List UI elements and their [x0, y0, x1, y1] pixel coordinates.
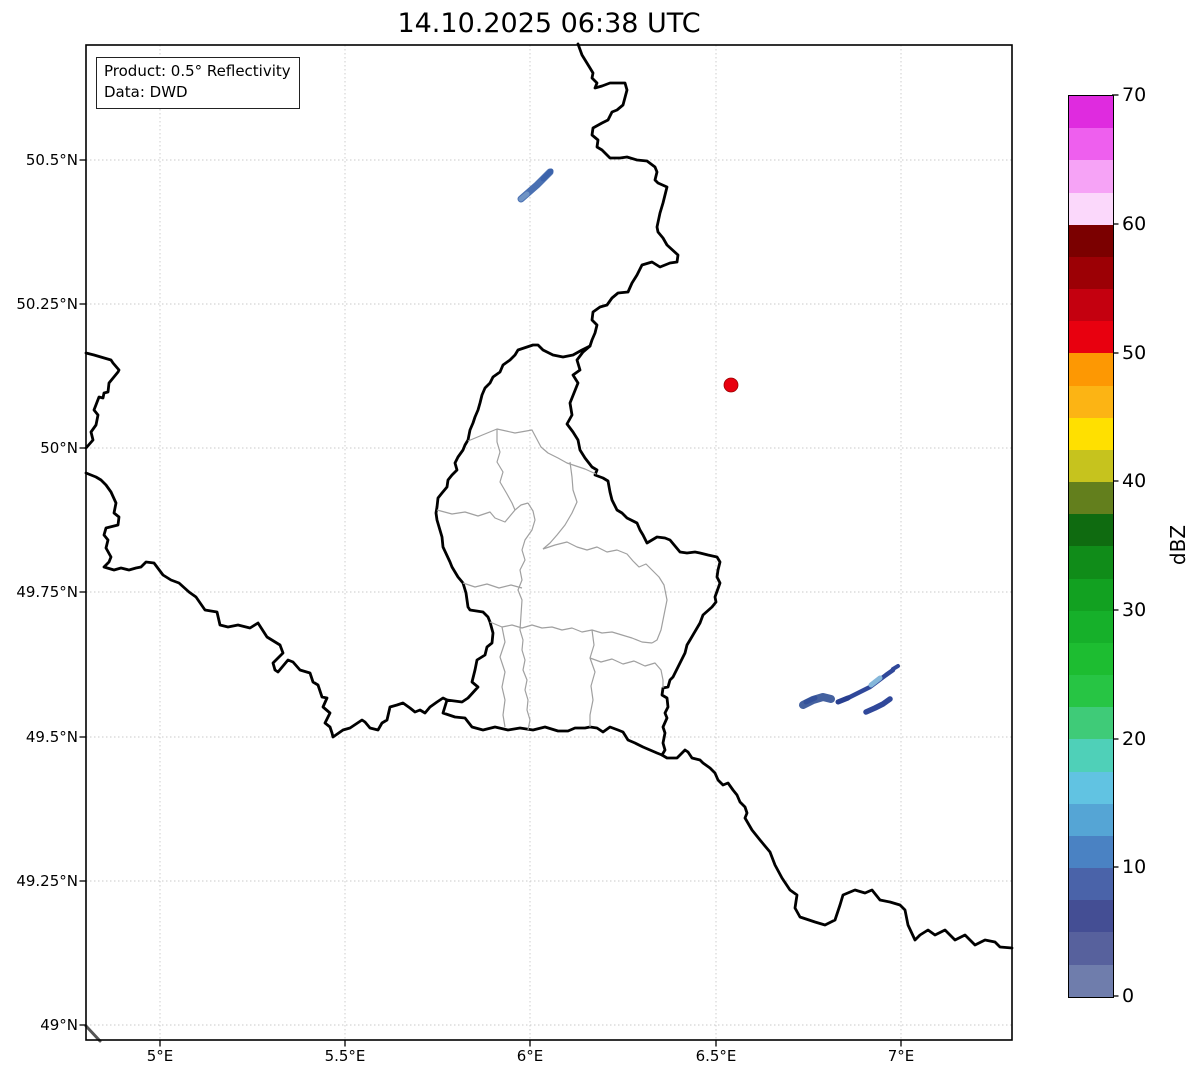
- colorbar-segment: [1069, 642, 1113, 676]
- plot-frame: [85, 44, 1013, 1041]
- colorbar-segment: [1069, 449, 1113, 483]
- colorbar-segment: [1069, 289, 1113, 322]
- colorbar-segment: [1069, 578, 1113, 611]
- france-belgium-border: [84, 471, 449, 739]
- colorbar-segment: [1069, 739, 1113, 772]
- canton-border: [436, 502, 529, 523]
- radar-echo: [835, 695, 851, 705]
- plot-frame-rect: [85, 44, 1013, 1041]
- colorbar-segment: [1069, 610, 1113, 643]
- radar-echoes: [517, 168, 900, 715]
- belgium-germany-border: [576, 42, 680, 348]
- radar-echo: [863, 696, 893, 715]
- colorbar-segment: [1069, 675, 1113, 708]
- canton-border: [542, 541, 668, 644]
- axis-tick-marks: [79, 159, 902, 1047]
- canton-border: [462, 582, 523, 589]
- radar-site-marker: [723, 377, 739, 393]
- colorbar-segment: [1069, 835, 1113, 869]
- luxembourg-border: [434, 343, 722, 757]
- colorbar-segment: [1069, 900, 1113, 933]
- product-info-line1: Product: 0.5° Reflectivity: [104, 62, 291, 80]
- colorbar-tick-label: 50: [1122, 342, 1147, 364]
- colorbar-unit-label: dBZ: [1166, 524, 1190, 566]
- lat-tick-label: 49.75°N: [16, 583, 78, 601]
- gridlines: [86, 45, 1012, 1040]
- lon-tick-label: 6°E: [516, 1047, 544, 1065]
- canton-border: [496, 429, 516, 511]
- colorbar-segment: [1069, 353, 1113, 386]
- colorbar-segment: [1069, 771, 1113, 804]
- colorbar-tick-label: 20: [1122, 728, 1147, 750]
- lon-tick-label: 7°E: [887, 1047, 915, 1065]
- lat-tick-label: 49.5°N: [25, 728, 78, 746]
- colorbar-segment: [1069, 385, 1113, 418]
- colorbar-segment: [1069, 96, 1113, 129]
- lat-tick-label: 50.25°N: [16, 295, 78, 313]
- radar-echo: [540, 168, 554, 182]
- canton-border: [467, 428, 597, 475]
- colorbar-tick-label: 40: [1122, 470, 1147, 492]
- radar-echo: [803, 695, 818, 705]
- colorbar-segment: [1069, 482, 1113, 515]
- colorbar-segment: [1069, 321, 1113, 354]
- radar-site-dot: [723, 377, 739, 393]
- lat-tick-label: 50°N: [40, 439, 78, 457]
- canton-border: [542, 461, 578, 550]
- colorbar-tick-label: 60: [1122, 213, 1147, 235]
- colorbar-segment: [1069, 256, 1113, 290]
- colorbar-segment: [1069, 932, 1113, 965]
- colorbar-segment: [1069, 546, 1113, 579]
- lat-tick-label: 49.25°N: [16, 872, 78, 890]
- canton-border: [517, 502, 536, 731]
- colorbar-tick-label: 30: [1122, 599, 1147, 621]
- colorbar-tick-label: 10: [1122, 856, 1147, 878]
- bottom-left-border-fragment: [84, 1024, 102, 1043]
- colorbar-segment: [1069, 964, 1113, 997]
- lat-tick-label: 50.5°N: [25, 151, 78, 169]
- colorbar-segment: [1069, 707, 1113, 740]
- colorbar-segment: [1069, 514, 1113, 547]
- canton-border: [589, 629, 596, 727]
- france-belgium-hook: [84, 351, 121, 450]
- colorbar-tick-label: 70: [1122, 84, 1147, 106]
- radar-echo: [868, 675, 883, 688]
- colorbar-segment: [1069, 803, 1113, 836]
- radar-echo: [891, 664, 900, 671]
- lon-tick-label: 6.5°E: [695, 1047, 737, 1065]
- lat-tick-label: 49°N: [40, 1016, 78, 1034]
- canton-border: [499, 626, 506, 728]
- lon-tick-label: 5.5°E: [324, 1047, 366, 1065]
- colorbar-segment: [1069, 128, 1113, 161]
- country-borders: [84, 42, 1014, 1043]
- lon-tick-label: 5°E: [146, 1047, 174, 1065]
- radar-echo: [518, 191, 530, 202]
- colorbar-segment: [1069, 417, 1113, 450]
- colorbar: [1068, 95, 1114, 998]
- product-info-box: Product: 0.5° Reflectivity Data: DWD: [96, 57, 300, 109]
- colorbar-segment: [1069, 224, 1113, 257]
- canton-border: [589, 657, 664, 688]
- france-germany-border: [660, 748, 1014, 950]
- canton-border: [489, 621, 653, 644]
- colorbar-segment: [1069, 868, 1113, 901]
- colorbar-segment: [1069, 192, 1113, 225]
- figure-title: 14.10.2025 06:38 UTC: [397, 8, 701, 39]
- canton-borders: [436, 428, 668, 731]
- colorbar-tick-label: 0: [1122, 985, 1135, 1007]
- product-info-line2: Data: DWD: [104, 83, 188, 102]
- colorbar-segment: [1069, 160, 1113, 193]
